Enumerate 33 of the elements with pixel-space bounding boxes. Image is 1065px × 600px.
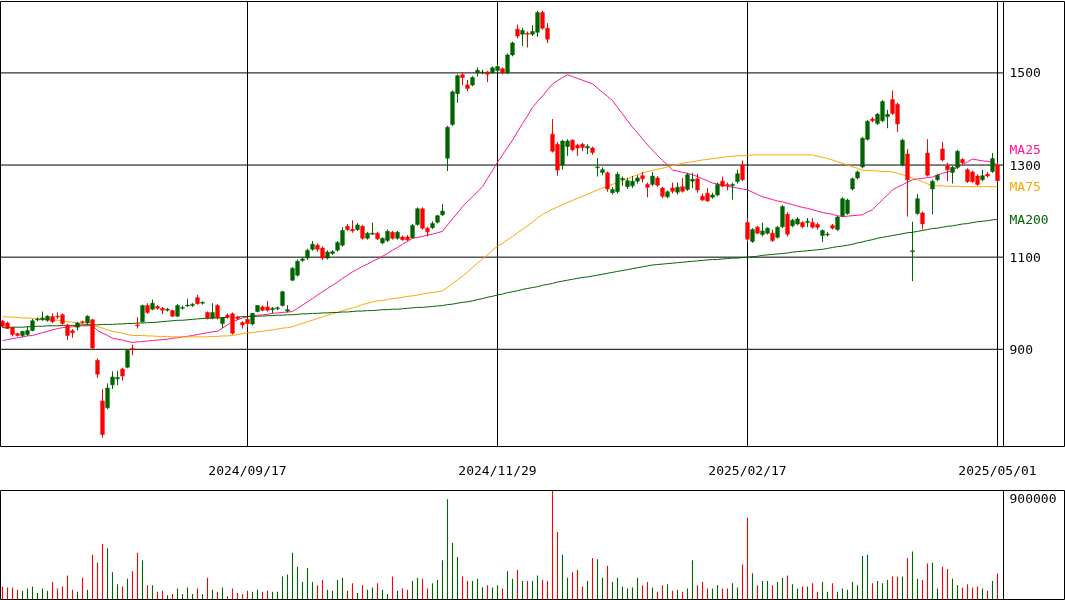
candlestick	[695, 173, 700, 194]
line-series	[2, 154, 998, 338]
series-label: MA75	[1009, 179, 1041, 195]
text: 900000	[1009, 490, 1057, 506]
candlestick	[995, 161, 1000, 183]
candlestick	[740, 159, 745, 182]
candlestick	[780, 204, 785, 229]
candlestick	[910, 221, 915, 282]
candlestick	[520, 27, 525, 47]
candlestick	[930, 179, 935, 215]
line-series	[2, 74, 998, 343]
candlestick	[525, 30, 530, 49]
series-label: MA200	[1009, 211, 1049, 227]
y-tick-label: 1300	[1009, 157, 1041, 173]
candlestick	[785, 211, 790, 237]
y-tick-label: 1100	[1009, 249, 1041, 265]
candlestick	[915, 193, 920, 216]
x-tick-label: 2024/11/29	[458, 462, 537, 478]
x-tick-label: 2025/05/01	[958, 462, 1037, 478]
candlestick	[945, 162, 950, 182]
candlestick	[415, 206, 420, 227]
x-tick-label: 2025/02/17	[708, 462, 787, 478]
candlestick	[595, 157, 600, 178]
candlestick	[95, 358, 100, 379]
y-tick-label: 1500	[1009, 65, 1041, 81]
candlestick	[925, 138, 930, 178]
series-label: MA25	[1009, 141, 1041, 157]
x-tick-label: 2024/09/17	[208, 462, 287, 478]
candlestick	[745, 217, 750, 243]
y-tick-label: 900	[1009, 341, 1033, 357]
candlestick	[605, 170, 610, 193]
candlestick	[990, 152, 995, 174]
candlestick	[105, 382, 110, 410]
